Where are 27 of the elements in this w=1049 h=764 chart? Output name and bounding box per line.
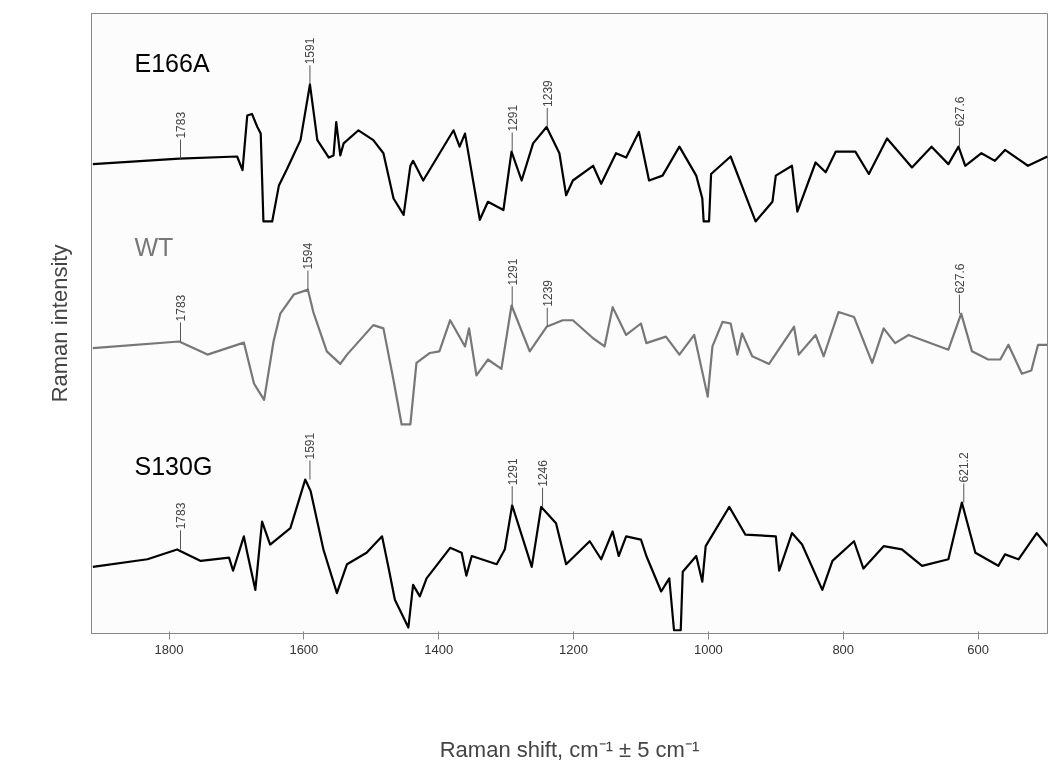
x-tick-label: 1000 bbox=[693, 641, 723, 657]
annotation: 1594 bbox=[301, 242, 316, 270]
x-tick-label: 1200 bbox=[559, 641, 589, 657]
text: WT bbox=[134, 232, 174, 261]
annotation: 1291 bbox=[505, 258, 520, 286]
annotation: 1591 bbox=[303, 37, 318, 65]
text: E166A bbox=[134, 48, 210, 77]
x-tick-label: 1800 bbox=[154, 641, 184, 657]
annotation: 1783 bbox=[173, 111, 188, 139]
x-axis-title: Raman shift, cm⁻¹ ± 5 cm⁻¹ bbox=[439, 736, 700, 762]
annotation: 621.2 bbox=[957, 452, 972, 483]
annotation: 1783 bbox=[173, 502, 188, 530]
annotation: 627.6 bbox=[952, 96, 967, 127]
annotation: 1239 bbox=[540, 279, 555, 307]
x-tick-label: 1400 bbox=[424, 641, 454, 657]
x-tick-label: 600 bbox=[967, 641, 989, 657]
annotation: 1783 bbox=[173, 294, 188, 322]
x-tick-label: 1600 bbox=[289, 641, 319, 657]
text: S130G bbox=[134, 451, 213, 480]
annotation: 1291 bbox=[505, 104, 520, 132]
annotation: 1591 bbox=[303, 432, 318, 460]
x-tick-label: 800 bbox=[832, 641, 855, 657]
y-axis-title: Raman intensity bbox=[46, 244, 72, 403]
annotation: 1246 bbox=[536, 459, 551, 487]
annotation: 1239 bbox=[540, 79, 555, 107]
annotation: 1291 bbox=[505, 458, 520, 486]
annotation: 627.6 bbox=[952, 263, 967, 294]
